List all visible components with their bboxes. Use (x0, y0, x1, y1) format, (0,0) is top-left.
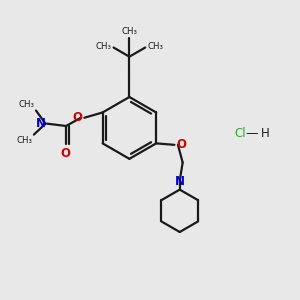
Text: N: N (35, 117, 46, 130)
Text: N: N (175, 176, 185, 188)
Text: CH₃: CH₃ (19, 100, 35, 109)
Text: H: H (260, 127, 269, 140)
Text: O: O (177, 138, 187, 151)
Text: CH₃: CH₃ (147, 42, 163, 51)
Text: —: — (245, 127, 258, 140)
Text: O: O (61, 147, 70, 160)
Text: CH₃: CH₃ (95, 42, 112, 51)
Text: Cl: Cl (234, 127, 245, 140)
Text: O: O (72, 111, 82, 124)
Text: CH₃: CH₃ (16, 136, 32, 145)
Text: CH₃: CH₃ (122, 27, 137, 36)
